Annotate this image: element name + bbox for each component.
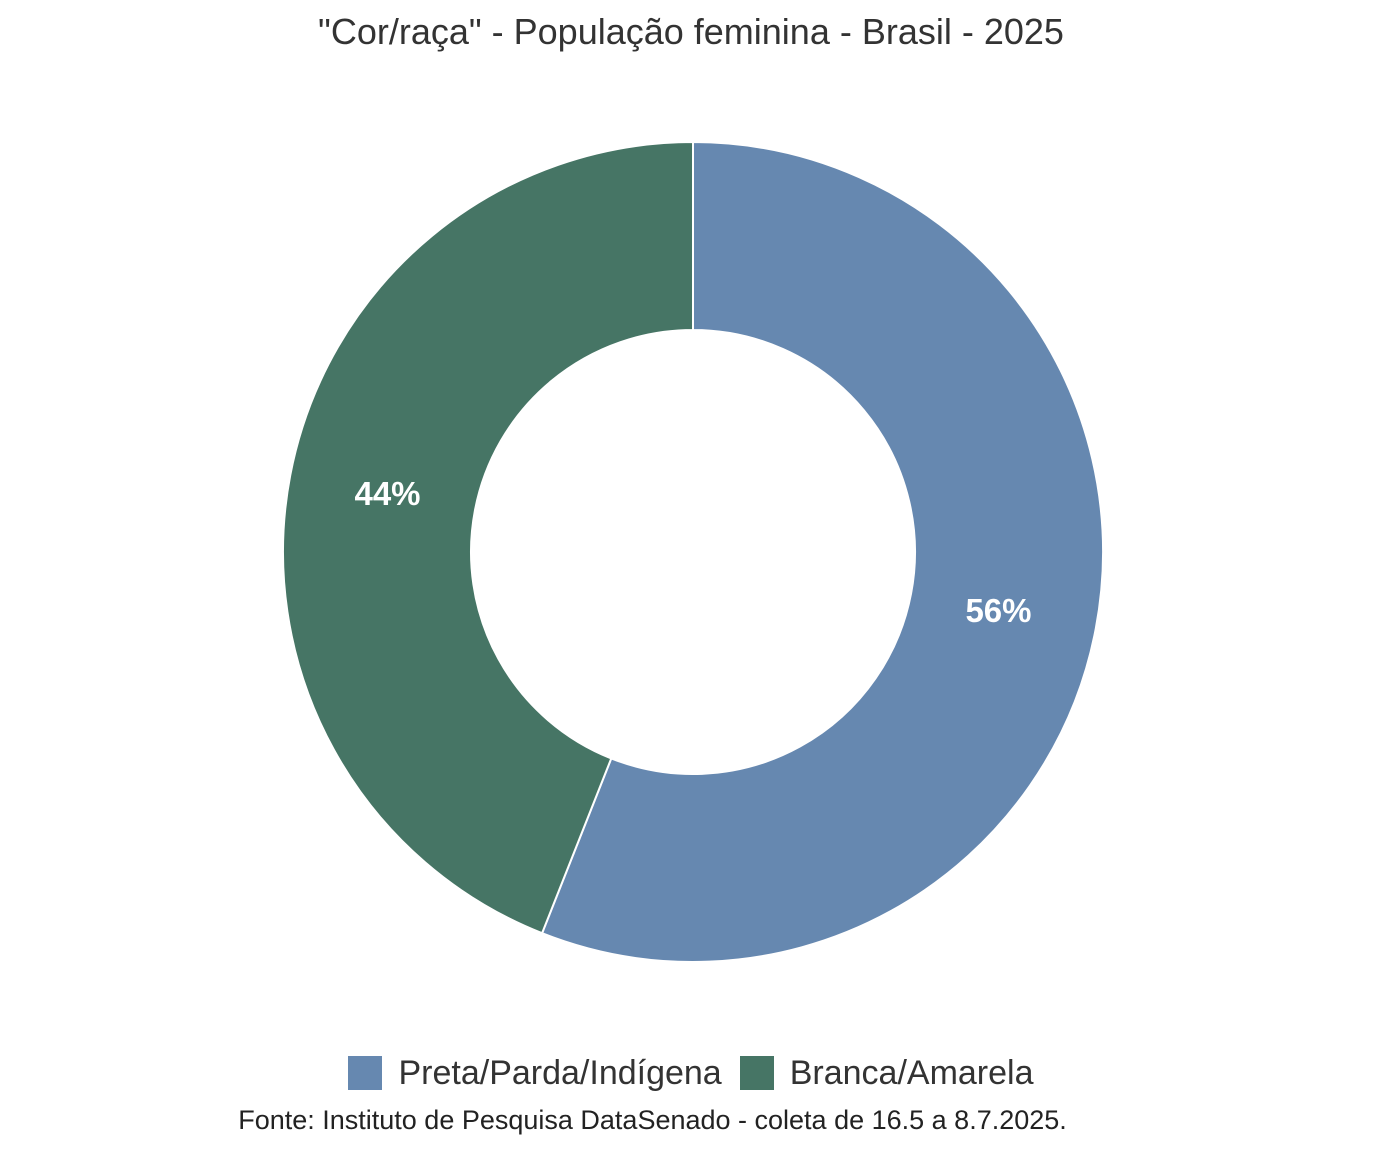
- source-footnote: Fonte: Instituto de Pesquisa DataSenado …: [238, 1105, 1067, 1135]
- slice-preta-parda-indigena: [540, 140, 1104, 963]
- legend-item-preta-parda-indigena: Preta/Parda/Indígena: [348, 1053, 722, 1093]
- slice-branca-amarela: [282, 140, 694, 935]
- legend-label-branca-amarela: Branca/Amarela: [789, 1054, 1034, 1092]
- legend: Preta/Parda/Indígena Branca/Amarela: [0, 1053, 1382, 1093]
- legend-item-branca-amarela: Branca/Amarela: [739, 1053, 1034, 1093]
- slice-label-branca-amarela: 44%: [354, 475, 420, 512]
- chart-title: "Cor/raça" - População feminina - Brasil…: [318, 11, 1064, 52]
- legend-swatch-preta-parda-indigena: [348, 1056, 383, 1090]
- legend-swatch-branca-amarela: [739, 1056, 774, 1090]
- slice-label-preta-parda-indigena: 56%: [965, 592, 1031, 629]
- legend-label-preta-parda-indigena: Preta/Parda/Indígena: [398, 1054, 722, 1092]
